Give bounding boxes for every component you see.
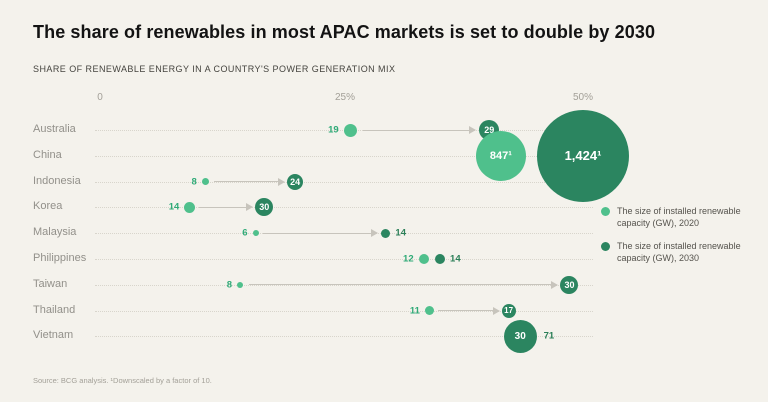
legend-2030-dot-icon: [601, 242, 610, 252]
x-axis-tick-0: 0: [97, 92, 103, 103]
row-gridline: [95, 336, 593, 338]
dark-capacity-dot: 30: [255, 198, 274, 217]
trend-arrow: [213, 177, 285, 186]
row-label-taiwan: Taiwan: [33, 277, 68, 290]
row-gridline: [95, 284, 593, 286]
x-axis-tick-25: 25%: [334, 92, 356, 103]
light-capacity-dot: [237, 281, 244, 288]
dark-capacity-dot: [381, 228, 391, 238]
dark-capacity-dot: 30: [503, 319, 537, 353]
trend-arrow: [263, 229, 379, 238]
legend-2020-dot-icon: [601, 207, 610, 216]
light-capacity-dot: [424, 306, 434, 316]
row-gridline: [95, 233, 593, 235]
capacity-value-label: 12: [403, 253, 414, 265]
light-capacity-dot: 847¹: [475, 130, 526, 181]
capacity-value-label: 14: [395, 227, 406, 239]
trend-arrow: [199, 203, 253, 212]
dark-capacity-dot: [435, 254, 446, 264]
dark-capacity-dot: 17: [501, 303, 516, 318]
row-label-china: China: [33, 148, 62, 161]
capacity-value-label: 14: [168, 201, 180, 213]
trend-arrow: [248, 280, 559, 289]
source-note: Source: BCG analysis. ¹Downscaled by a f…: [33, 376, 212, 385]
chart-title: The share of renewables in most APAC mar…: [33, 22, 656, 42]
row-label-indonesia: Indonesia: [33, 174, 81, 187]
row-label-australia: Australia: [33, 123, 76, 135]
trend-arrow: [438, 306, 500, 315]
legend-item-2030: The size of installed renewable capacity…: [601, 240, 768, 264]
capacity-value-label: 8: [191, 176, 197, 188]
legend-item-2020: The size of installed renewable capacity…: [601, 205, 768, 229]
capacity-value-label: 11: [409, 305, 420, 317]
row-gridline: [95, 259, 593, 260]
capacity-value-label: 19: [328, 124, 339, 136]
capacity-value-label: 6: [242, 227, 248, 239]
dark-capacity-dot: 1,424¹: [537, 109, 629, 202]
row-label-philippines: Philippines: [33, 252, 87, 264]
legend-2030-label: The size of installed renewable capacity…: [617, 241, 741, 264]
light-capacity-dot: [252, 230, 259, 237]
row-gridline: [95, 181, 593, 183]
legend-2020-label: The size of installed renewable capacity…: [617, 206, 741, 229]
capacity-value-label: 8: [226, 279, 233, 291]
light-capacity-dot: [343, 123, 357, 137]
legend: The size of installed renewable capacity…: [601, 205, 768, 276]
x-axis-tick-50: 50%: [572, 92, 594, 103]
dark-capacity-dot: 24: [287, 173, 304, 190]
light-capacity-dot: [418, 254, 429, 264]
trend-arrow: [362, 126, 476, 134]
row-gridline: [95, 155, 593, 157]
row-label-vietnam: Vietnam: [33, 329, 74, 342]
row-gridline: [95, 310, 593, 312]
row-gridline: [95, 207, 593, 209]
capacity-value-label: 14: [450, 253, 461, 265]
light-capacity-dot: [201, 178, 209, 186]
capacity-value-label: 71: [543, 330, 555, 342]
row-label-korea: Korea: [33, 200, 63, 213]
light-capacity-dot: [184, 201, 196, 213]
dark-capacity-dot: 30: [560, 275, 579, 294]
chart-subtitle: SHARE OF RENEWABLE ENERGY IN A COUNTRY'S…: [33, 64, 396, 74]
row-label-thailand: Thailand: [33, 303, 76, 316]
row-label-malaysia: Malaysia: [33, 226, 77, 239]
